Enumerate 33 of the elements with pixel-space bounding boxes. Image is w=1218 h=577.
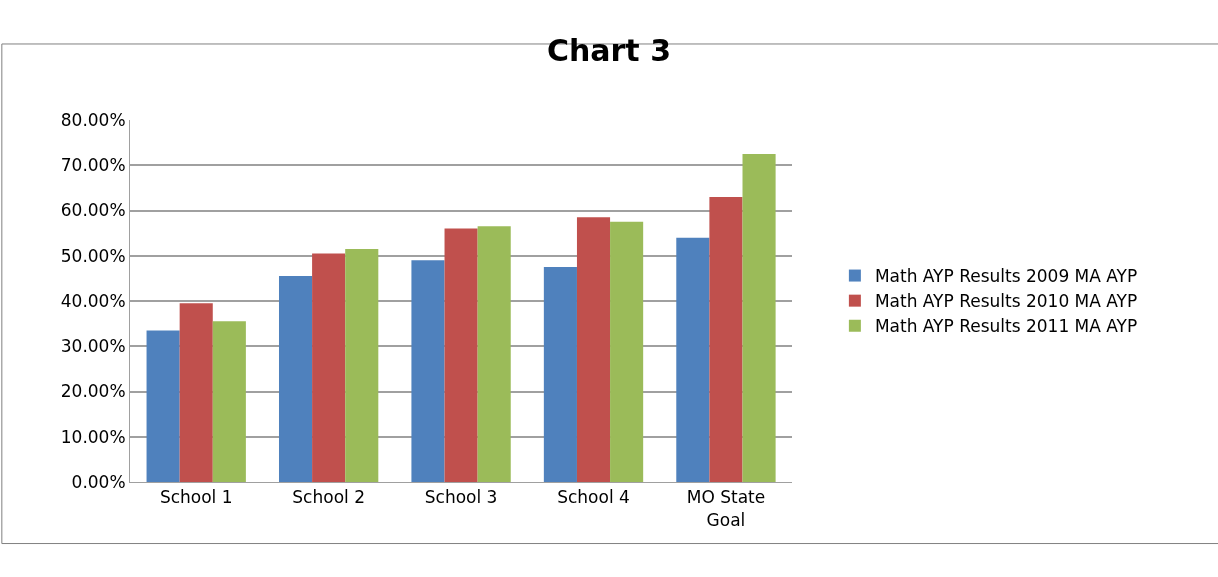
- bar: [345, 248, 379, 482]
- bar: [312, 253, 346, 482]
- x-tick-label: School 4: [557, 487, 630, 508]
- y-tick-label: 80.00%: [60, 109, 126, 130]
- x-tick-label: School 2: [292, 487, 365, 508]
- bar: [444, 228, 478, 482]
- chart-title: Chart 3: [546, 33, 672, 69]
- legend-label: Math AYP Results 2011 MA AYP: [874, 316, 1138, 337]
- y-tick-label: 70.00%: [60, 155, 126, 176]
- x-tick-label: MO State Goal: [686, 487, 766, 530]
- x-tick-label: School 1: [159, 487, 233, 508]
- bar: [576, 217, 611, 482]
- legend-label: Math AYP Results 2010 MA AYP: [874, 291, 1138, 312]
- bar: [179, 303, 213, 482]
- bar: [543, 267, 577, 482]
- bar: [411, 260, 445, 482]
- bar: [278, 276, 313, 482]
- bar: [146, 330, 180, 482]
- y-tick-label: 40.00%: [60, 290, 126, 311]
- x-tick-label: School 3: [424, 487, 498, 508]
- y-tick-label: 10.00%: [60, 426, 126, 447]
- bar: [212, 321, 246, 482]
- y-tick-label: 50.00%: [60, 245, 126, 266]
- y-tick-label: 60.00%: [60, 200, 126, 221]
- y-tick-label: 30.00%: [60, 336, 126, 357]
- bar: [709, 196, 743, 482]
- y-tick-label: 20.00%: [60, 381, 126, 402]
- y-tick-label: 0.00%: [71, 471, 126, 492]
- bar: [676, 237, 710, 482]
- legend-label: Math AYP Results 2009 MA AYP: [874, 266, 1138, 287]
- bar: [610, 221, 644, 482]
- bar: [742, 153, 776, 482]
- bar: [477, 226, 511, 482]
